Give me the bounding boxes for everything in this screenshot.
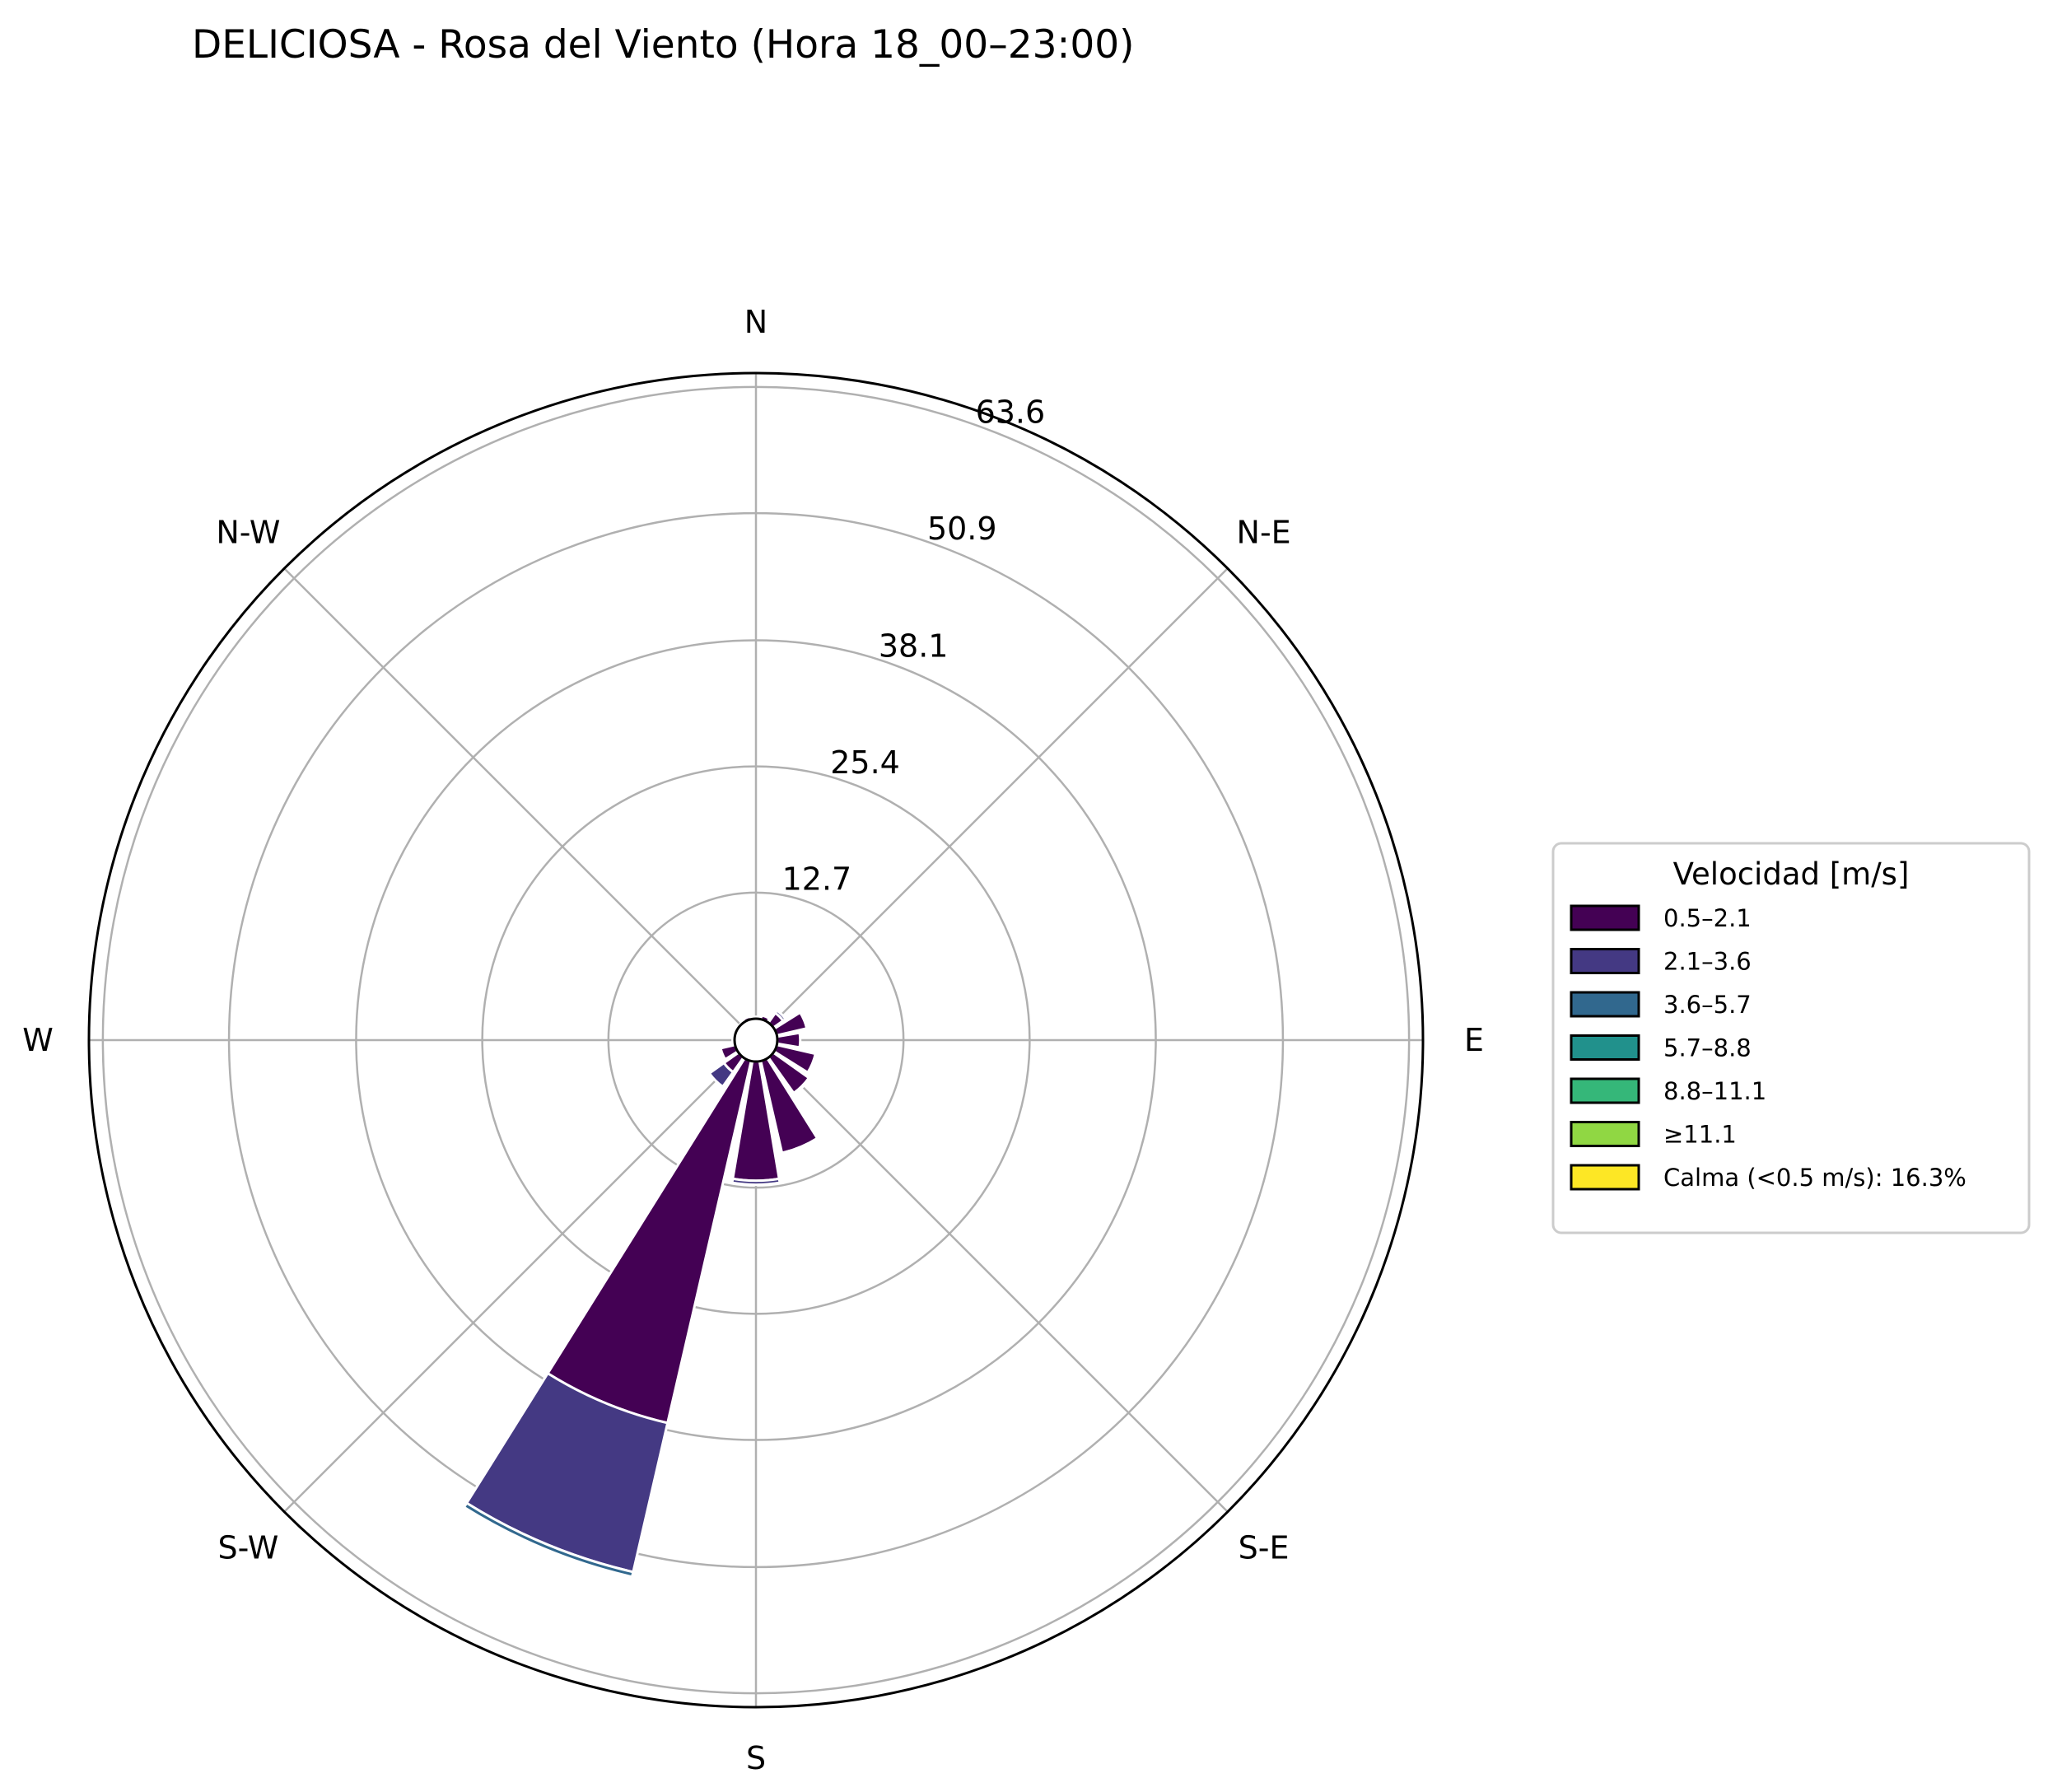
radial-tick-label-4: 63.6: [976, 394, 1046, 430]
radial-tick-label-2: 38.1: [879, 628, 949, 664]
grid-spoke-s-e: [770, 1054, 1229, 1513]
bar-sector-6-series-1: [791, 1076, 812, 1096]
grid-spoke-n-w: [283, 567, 742, 1026]
legend-label-1: 2.1–3.6: [1663, 948, 1752, 976]
wind-bars: [462, 1009, 820, 1579]
direction-label-w: W: [22, 1022, 54, 1058]
bar-sector-5-series-1: [805, 1052, 819, 1076]
legend-items: 0.5–2.1 2.1–3.6 3.6–5.7 5.7–8.8 8.8–11.1 ≥11.…: [1570, 904, 1966, 1192]
legend-swatch-1: [1570, 948, 1640, 974]
direction-label-n: N: [744, 304, 767, 340]
legend-swatch-4: [1570, 1077, 1640, 1104]
bar-sector-2-series-1: [773, 1009, 787, 1023]
bar-sector-10-series-1: [707, 1061, 735, 1089]
legend-label-0: 0.5–2.1: [1663, 904, 1752, 932]
radial-tick-labels: 12.7 25.4 38.1 50.9 63.6: [782, 394, 1046, 897]
bar-sector-3-series-1: [798, 1010, 809, 1030]
direction-label-n-e: N-E: [1237, 514, 1291, 550]
legend-label-6: Calma (<0.5 m/s): 16.3%: [1663, 1164, 1966, 1192]
direction-label-e: E: [1464, 1022, 1484, 1058]
legend-swatch-3: [1570, 1034, 1640, 1061]
bar-sector-8-series-1: [730, 1177, 781, 1187]
legend-label-3: 5.7–8.8: [1663, 1034, 1752, 1062]
direction-labels: N N-E E S-E S S-W W N-W: [22, 304, 1484, 1776]
grid-spoke-n-e: [770, 567, 1229, 1026]
radial-tick-label-0: 12.7: [782, 861, 852, 898]
polar-grid: [89, 373, 1423, 1707]
direction-label-s: S: [746, 1740, 766, 1776]
legend-title: Velocidad [m/s]: [1673, 856, 1910, 892]
bar-sector-9-series-2: [462, 1501, 635, 1579]
chart-title: DELICIOSA - Rosa del Viento (Hora 18_00–…: [192, 22, 1134, 68]
radial-tick-label-3: 50.9: [927, 511, 997, 547]
direction-label-n-w: N-W: [216, 514, 280, 550]
bar-sector-11-series-1: [718, 1047, 727, 1062]
legend-swatch-0: [1570, 904, 1640, 931]
calm-center-circle: [733, 1017, 779, 1063]
bar-sector-9-series-0: [546, 1056, 753, 1425]
legend-label-4: 8.8–11.1: [1663, 1077, 1766, 1105]
radial-tick-label-1: 25.4: [830, 744, 900, 781]
grid-spoke-s-w: [283, 1054, 742, 1513]
bar-sector-7-series-1: [780, 1136, 820, 1157]
legend-label-5: ≥11.1: [1663, 1121, 1737, 1149]
direction-label-s-e: S-E: [1239, 1530, 1290, 1566]
polar-frame: [87, 371, 1425, 1709]
legend-swatch-6: [1570, 1164, 1640, 1191]
legend-swatch-2: [1570, 991, 1640, 1018]
legend-frame: [1551, 842, 2031, 1234]
legend: Velocidad [m/s] 0.5–2.1 2.1–3.6 3.6–5.7 5.7…: [1551, 842, 2031, 1234]
direction-label-s-w: S-W: [217, 1530, 278, 1566]
legend-label-2: 3.6–5.7: [1663, 991, 1752, 1019]
legend-swatch-5: [1570, 1121, 1640, 1147]
